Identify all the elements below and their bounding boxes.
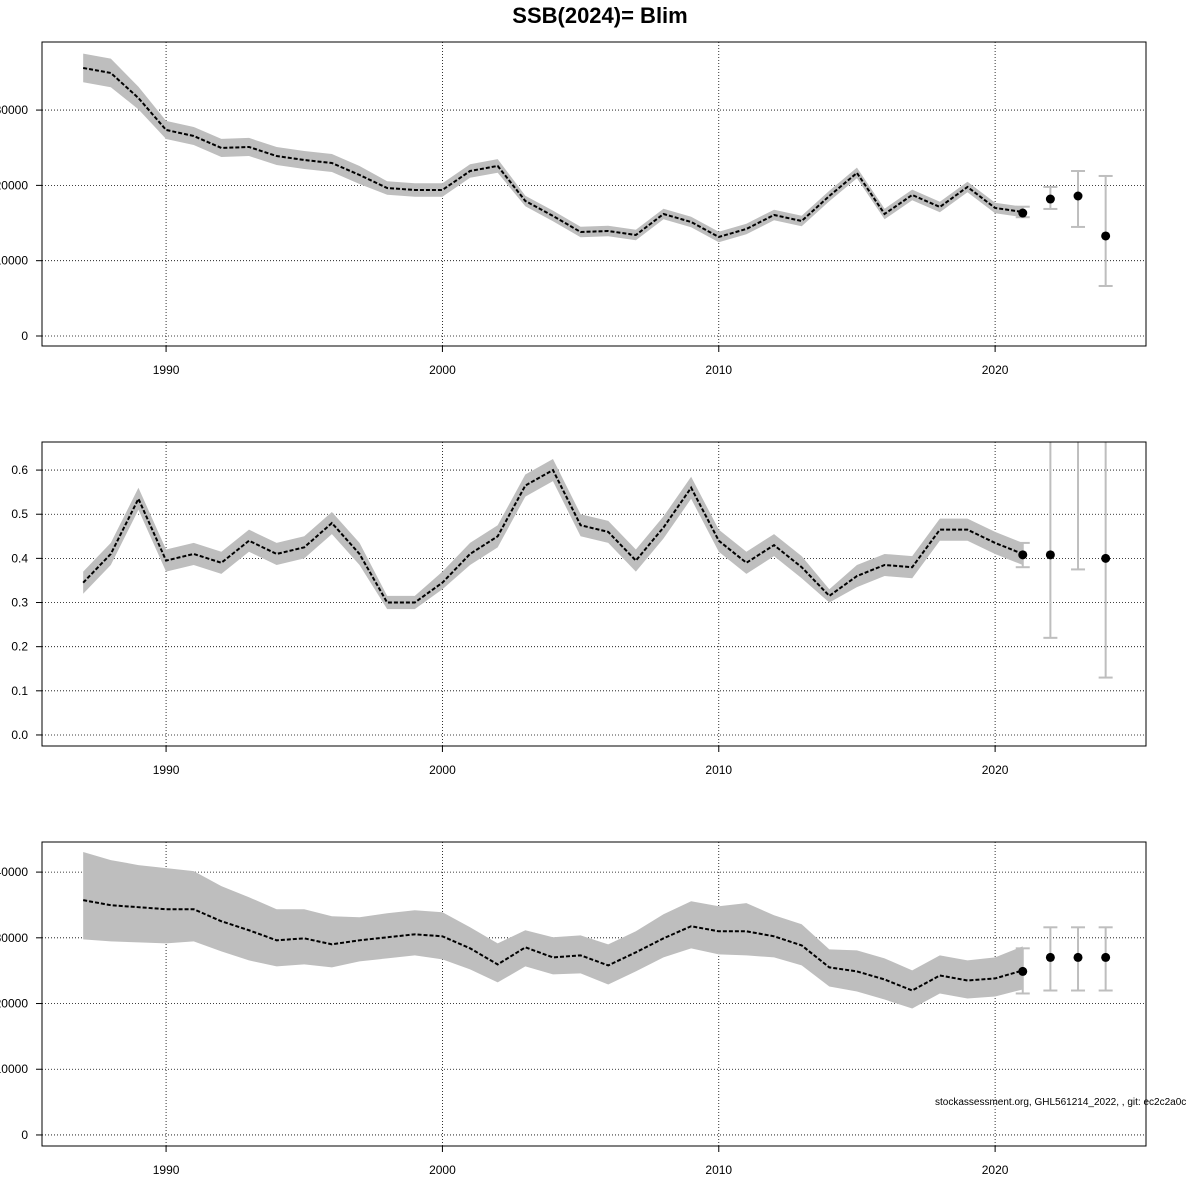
forecast-point xyxy=(1045,194,1055,204)
forecast-point xyxy=(1018,208,1028,218)
x-tick-label: 2020 xyxy=(982,1163,1009,1177)
forecast-point xyxy=(1045,952,1055,962)
y-tick-label: 0.2 xyxy=(11,640,28,654)
x-axis-label: Years xyxy=(579,399,609,400)
confidence-band xyxy=(83,459,1023,610)
forecast-point xyxy=(1101,553,1111,563)
plot-area xyxy=(82,53,1113,287)
x-tick-label: 2010 xyxy=(705,363,732,377)
x-tick-label: 2000 xyxy=(429,363,456,377)
y-tick-label: 0.6 xyxy=(11,463,28,477)
plot-area xyxy=(82,442,1113,679)
y-tick-label: 0 xyxy=(21,1128,28,1142)
forecast-point xyxy=(1101,952,1111,962)
estimate-line xyxy=(82,899,1024,992)
x-tick-label: 2020 xyxy=(982,763,1009,777)
forecast-point xyxy=(1045,550,1055,560)
x-tick-label: 2000 xyxy=(429,763,456,777)
y-tick-label: 0.0 xyxy=(11,728,28,742)
y-tick-label: 30000 xyxy=(0,103,28,117)
estimate-line xyxy=(82,468,1024,604)
x-tick-label: 1990 xyxy=(153,1163,180,1177)
plot-frame xyxy=(41,41,1147,347)
page-title: SSB(2024)= Blim xyxy=(512,3,688,28)
y-tick-label: 30000 xyxy=(0,931,28,945)
forecast-point xyxy=(1073,952,1083,962)
y-tick-label: 0.3 xyxy=(11,596,28,610)
x-tick-label: 2010 xyxy=(705,1163,732,1177)
confidence-band xyxy=(83,53,1023,243)
y-tick-label: 10000 xyxy=(0,1062,28,1076)
y-tick-label: 10000 xyxy=(0,254,28,268)
y-tick-label: 0.4 xyxy=(11,551,28,565)
forecast-point xyxy=(1018,966,1028,976)
x-axis-label: Years xyxy=(579,799,609,800)
y-tick-label: 40000 xyxy=(0,865,28,879)
footnote: stockassessment.org, GHL561214_2022, , g… xyxy=(935,1097,1187,1108)
y-tick-label: 0 xyxy=(21,329,28,343)
confidence-band xyxy=(83,852,1023,1009)
x-tick-label: 1990 xyxy=(153,363,180,377)
x-tick-label: 2000 xyxy=(429,1163,456,1177)
panel: 0100002000030000400001990200020102020Yea… xyxy=(0,841,1147,1200)
plot-frame xyxy=(41,441,1147,747)
y-tick-label: 0.1 xyxy=(11,684,28,698)
plot-frame xyxy=(41,841,1147,1147)
x-tick-label: 1990 xyxy=(153,763,180,777)
x-tick-label: 2010 xyxy=(705,763,732,777)
x-tick-label: 2020 xyxy=(982,363,1009,377)
y-tick-label: 0.5 xyxy=(11,507,28,521)
plot-area xyxy=(82,852,1113,1009)
panel: 0.0 0.1 0.2 0.3 0.4 0.5 0.6 1990 2000 2010 2020 Yea… xyxy=(11,441,1147,800)
forecast-point xyxy=(1101,231,1111,241)
forecast-point xyxy=(1073,191,1083,201)
forecast-point xyxy=(1018,550,1028,560)
